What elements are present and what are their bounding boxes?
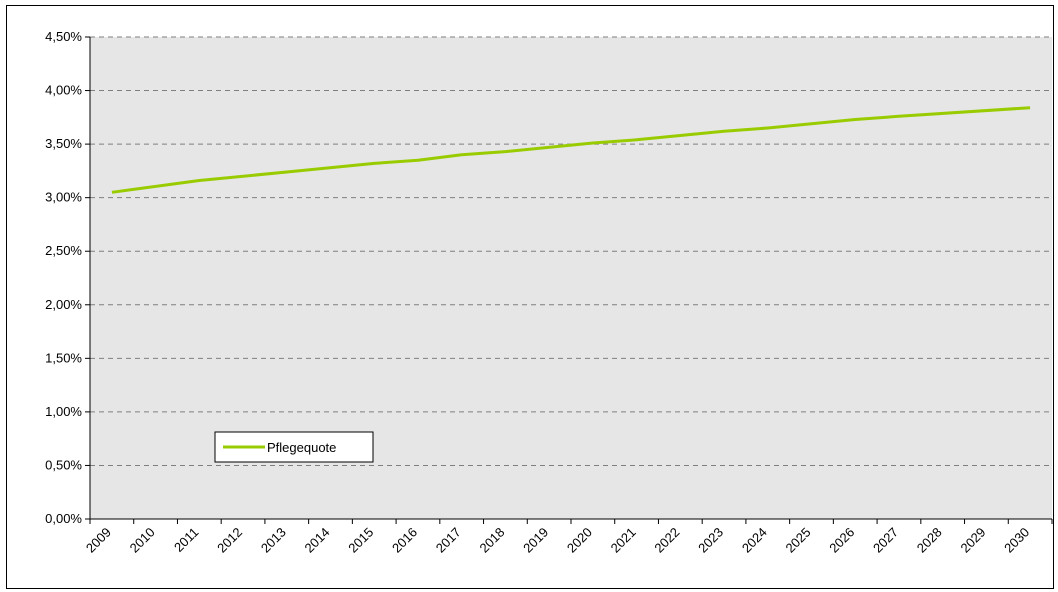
y-tick-label: 3,00%	[45, 190, 82, 205]
series-layer	[111, 106, 1031, 194]
y-tick-label: 0,50%	[45, 457, 82, 472]
x-tick-label: 2020	[564, 525, 595, 556]
gridlines	[85, 36, 1052, 520]
x-tick-label: 2011	[171, 525, 201, 555]
y-tick-label: 0,00%	[45, 511, 82, 526]
x-tick-labels: 2009 2010 2011 2012 2013 2014 2015 2016 2017 2018…	[83, 525, 1032, 556]
x-tick-label: 2022	[651, 525, 682, 556]
chart-frame: 0,00% 0,50% 1,00% 1,50% 2,00% 2,50% 3,00% 3,50%…	[6, 5, 1054, 589]
x-tick-label: 2010	[127, 525, 158, 556]
series-line-pflegequote	[111, 106, 1031, 194]
x-tick-label: 2029	[957, 525, 988, 556]
axes	[89, 37, 1053, 524]
y-tick-label: 2,00%	[45, 297, 82, 312]
x-tick-label: 2026	[826, 525, 857, 556]
x-tick-label: 2021	[608, 525, 639, 556]
x-tick-label: 2015	[345, 525, 376, 556]
x-tick-label: 2027	[870, 525, 901, 556]
y-tick-label: 4,00%	[45, 83, 82, 98]
x-tick-label: 2025	[783, 525, 814, 556]
line-chart: 0,00% 0,50% 1,00% 1,50% 2,00% 2,50% 3,00% 3,50%…	[45, 29, 1053, 556]
x-tick-label: 2023	[695, 525, 726, 556]
y-tick-label: 1,50%	[45, 350, 82, 365]
y-tick-label: 4,50%	[45, 29, 82, 44]
x-tick-label: 2009	[83, 525, 114, 556]
x-tick-label: 2013	[258, 525, 289, 556]
y-tick-label: 3,50%	[45, 136, 82, 151]
y-tick-labels: 0,00% 0,50% 1,00% 1,50% 2,00% 2,50% 3,00% 3,50%…	[45, 29, 82, 526]
x-tick-label: 2014	[302, 525, 333, 556]
x-tick-label: 2028	[914, 525, 945, 556]
x-tick-label: 2030	[1001, 525, 1032, 556]
x-tick-label: 2016	[389, 525, 420, 556]
x-tick-label: 2019	[520, 525, 551, 556]
x-tick-label: 2012	[214, 525, 245, 556]
legend: Pflegequote	[214, 431, 374, 463]
y-tick-label: 2,50%	[45, 243, 82, 258]
x-tick-label: 2024	[739, 525, 770, 556]
legend-label-pflegequote: Pflegequote	[267, 440, 336, 455]
x-tick-label: 2017	[433, 525, 464, 556]
x-tick-label: 2018	[476, 525, 507, 556]
y-tick-label: 1,00%	[45, 404, 82, 419]
